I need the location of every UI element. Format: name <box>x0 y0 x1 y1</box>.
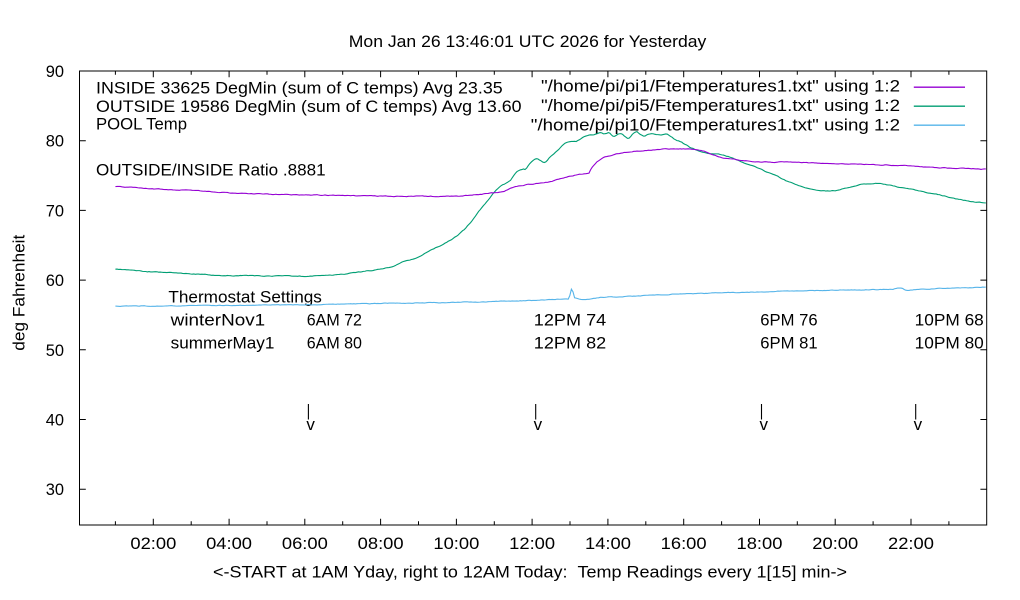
svg-text:06:00: 06:00 <box>282 534 328 553</box>
svg-text:60: 60 <box>46 271 64 290</box>
svg-text:6PM 81: 6PM 81 <box>760 334 817 353</box>
svg-text:"/home/pi/pi5/Ftemperatures1.t: "/home/pi/pi5/Ftemperatures1.txt" using … <box>541 96 900 115</box>
svg-text:POOL Temp: POOL Temp <box>96 115 187 134</box>
svg-text:"/home/pi/pi1/Ftemperatures1.t: "/home/pi/pi1/Ftemperatures1.txt" using … <box>541 77 900 96</box>
svg-text:14:00: 14:00 <box>585 534 631 553</box>
svg-text:10:00: 10:00 <box>433 534 479 553</box>
svg-text:"/home/pi/pi10/Ftemperatures1.: "/home/pi/pi10/Ftemperatures1.txt" using… <box>531 116 900 135</box>
svg-text:10PM 80: 10PM 80 <box>915 334 984 353</box>
svg-text:Mon Jan 26 13:46:01 UTC 2026 f: Mon Jan 26 13:46:01 UTC 2026 for Yesterd… <box>349 32 707 51</box>
svg-text:18:00: 18:00 <box>737 534 783 553</box>
svg-text:16:00: 16:00 <box>661 534 707 553</box>
svg-text:10PM 68: 10PM 68 <box>915 311 984 330</box>
svg-text:90: 90 <box>46 62 64 81</box>
svg-text:v: v <box>534 415 543 434</box>
svg-text:80: 80 <box>46 132 64 151</box>
svg-text:v: v <box>914 415 923 434</box>
svg-text:04:00: 04:00 <box>206 534 252 553</box>
svg-text:40: 40 <box>46 411 64 430</box>
svg-text:v: v <box>306 415 315 434</box>
svg-text:6AM 80: 6AM 80 <box>307 334 362 353</box>
svg-text:winterNov1: winterNov1 <box>170 311 266 330</box>
svg-text:<-START at 1AM Yday, right to: <-START at 1AM Yday, right to 12AM Today… <box>213 563 847 582</box>
svg-text:v: v <box>759 415 768 434</box>
svg-text:6PM 76: 6PM 76 <box>760 311 817 330</box>
svg-text:30: 30 <box>46 480 64 499</box>
svg-text:12PM 82: 12PM 82 <box>534 334 606 353</box>
svg-text:70: 70 <box>46 201 64 220</box>
svg-text:50: 50 <box>46 341 64 360</box>
svg-text:Thermostat Settings: Thermostat Settings <box>168 288 321 307</box>
svg-text:deg Fahrenheit: deg Fahrenheit <box>10 234 29 350</box>
svg-text:22:00: 22:00 <box>888 534 934 553</box>
svg-text:INSIDE 33625 DegMin (sum of C: INSIDE 33625 DegMin (sum of C temps) Avg… <box>96 79 503 98</box>
svg-text:OUTSIDE/INSIDE Ratio .8881: OUTSIDE/INSIDE Ratio .8881 <box>96 161 326 180</box>
svg-text:08:00: 08:00 <box>358 534 404 553</box>
svg-text:12:00: 12:00 <box>509 534 555 553</box>
svg-text:20:00: 20:00 <box>812 534 858 553</box>
svg-text:summerMay1: summerMay1 <box>171 334 275 353</box>
svg-text:6AM 72: 6AM 72 <box>307 311 362 330</box>
svg-text:12PM 74: 12PM 74 <box>534 311 606 330</box>
svg-text:02:00: 02:00 <box>130 534 176 553</box>
svg-text:OUTSIDE 19586 DegMin (sum of C: OUTSIDE 19586 DegMin (sum of C temps) Av… <box>96 97 522 116</box>
